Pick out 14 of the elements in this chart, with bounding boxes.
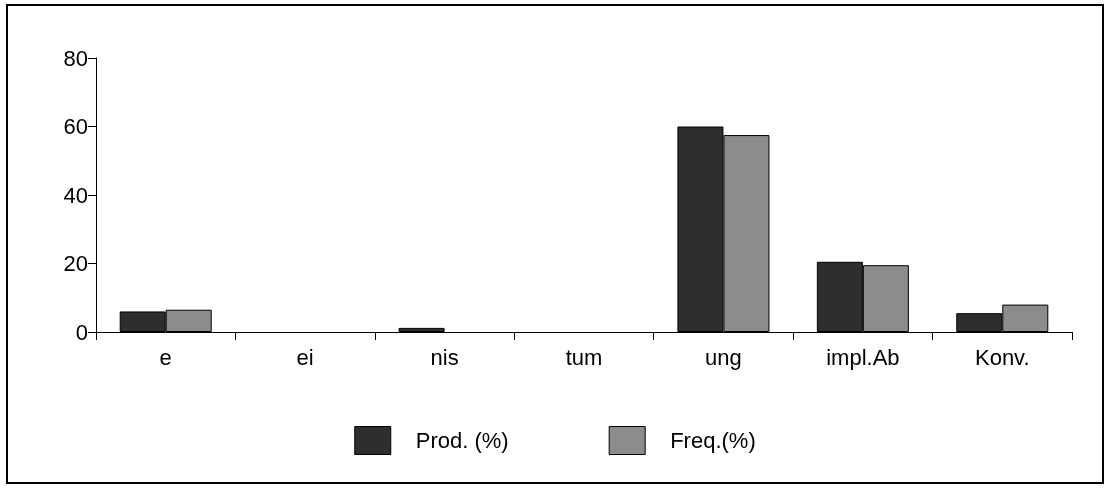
y-tick-label: 60: [63, 114, 88, 139]
x-tick-label: e: [159, 344, 172, 370]
y-tick-label: 40: [63, 182, 88, 208]
x-tick-label: ei: [296, 344, 314, 370]
legend-label: Prod. (%): [415, 428, 509, 453]
y-tick-label: 20: [63, 251, 88, 276]
x-tick-label: nis: [430, 344, 459, 370]
legend-label: Freq.(%): [670, 428, 756, 453]
x-tick-label: ung: [705, 344, 742, 370]
x-tick-label: impl.Ab: [826, 344, 900, 370]
y-tick-label: 0: [75, 319, 88, 345]
x-tick-label: tum: [565, 344, 603, 370]
y-tick-label: 80: [63, 45, 88, 71]
x-tick-label: Konv.: [974, 344, 1030, 370]
